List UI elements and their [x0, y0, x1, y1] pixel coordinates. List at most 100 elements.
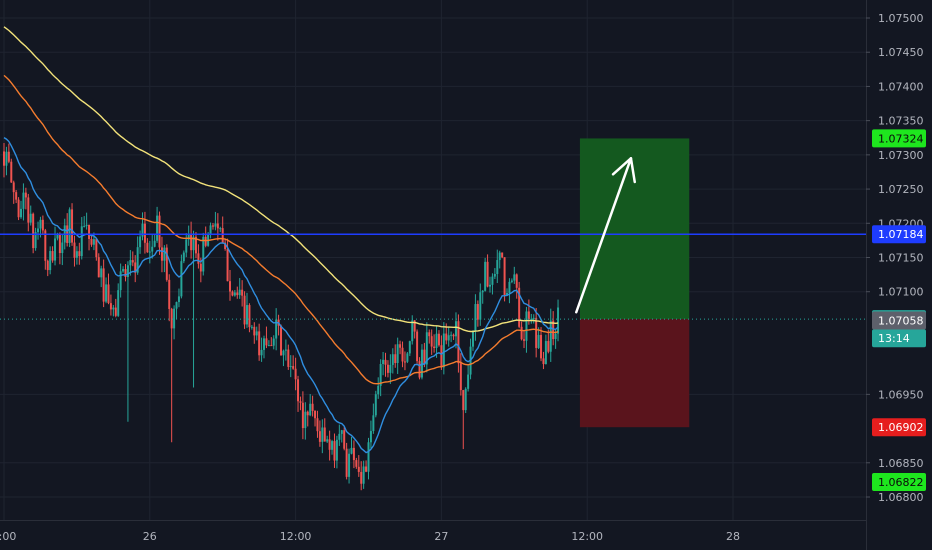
- price-tag-bg: [872, 472, 926, 491]
- candle-body: [476, 304, 479, 320]
- candle-body: [331, 441, 334, 450]
- price-tag-label: 1.07058: [878, 314, 924, 327]
- candle-body: [454, 321, 457, 337]
- candle-body: [326, 439, 329, 442]
- candle-body: [425, 332, 428, 365]
- candle-body: [338, 433, 341, 440]
- stop-zone: [579, 319, 690, 428]
- candle-body: [510, 280, 513, 282]
- candle-body: [192, 236, 195, 251]
- candle-body: [75, 251, 78, 258]
- candle-body: [382, 359, 385, 364]
- candle-body: [267, 345, 270, 347]
- candle-body: [216, 223, 219, 229]
- candle-body: [226, 249, 229, 282]
- candle-body: [462, 390, 465, 411]
- candle-body: [433, 346, 436, 348]
- candle-body: [318, 431, 321, 442]
- candle-body: [365, 466, 368, 472]
- candle-body: [126, 265, 129, 278]
- candle-body: [10, 161, 13, 183]
- x-tick-label: 28: [726, 530, 740, 543]
- candle-body: [450, 334, 453, 336]
- candle-body: [175, 302, 178, 309]
- candle-body: [343, 430, 346, 449]
- candle-body: [544, 341, 547, 365]
- candle-body: [139, 236, 142, 248]
- candle-body: [117, 290, 120, 316]
- price-tag-bg: [872, 225, 926, 244]
- candle-body: [348, 453, 351, 477]
- candle-body: [374, 394, 377, 416]
- candle-body: [457, 321, 460, 364]
- candle-body: [316, 418, 319, 432]
- candle-body: [153, 240, 156, 247]
- candle-body: [379, 363, 382, 386]
- candle-body: [187, 233, 190, 240]
- price-tag-bg: [872, 129, 926, 148]
- candle-body: [197, 253, 200, 264]
- candle-body: [416, 331, 419, 362]
- candle-body: [445, 333, 448, 341]
- candle-body: [231, 291, 234, 296]
- candle-body: [173, 308, 176, 329]
- candle-body: [513, 274, 516, 281]
- candle-body: [408, 341, 411, 354]
- candle-body: [435, 333, 438, 348]
- candle-body: [253, 326, 256, 336]
- x-tick-label: 1:00: [0, 530, 16, 543]
- price-tag-label: 1.07184: [878, 228, 924, 241]
- candle-body: [321, 427, 324, 442]
- candle-body: [527, 311, 530, 320]
- candle-body: [515, 274, 518, 288]
- candle-body: [34, 232, 37, 249]
- candle-body: [459, 363, 462, 391]
- candle-body: [389, 364, 392, 373]
- candle-body: [185, 239, 188, 253]
- candle-body: [442, 333, 445, 368]
- candle-body: [523, 339, 526, 341]
- price-tags: 1.073241.071841.0706013:141.070581.06902…: [872, 129, 926, 491]
- candle-body: [403, 361, 406, 363]
- candle-body: [306, 411, 309, 416]
- candle-body: [68, 209, 71, 243]
- candle-body: [54, 238, 57, 261]
- y-tick-label: 1.06800: [878, 491, 924, 504]
- y-tick-label: 1.06950: [878, 388, 924, 401]
- candle-body: [46, 260, 49, 271]
- x-tick-label: 27: [434, 530, 448, 543]
- candle-body: [20, 208, 23, 218]
- candle-body: [467, 374, 470, 389]
- candle-body: [199, 263, 202, 272]
- candle-body: [182, 252, 185, 262]
- candle-body: [413, 320, 416, 332]
- x-tick-label: 12:00: [571, 530, 603, 543]
- candle-body: [131, 260, 134, 263]
- candle-body: [272, 338, 275, 346]
- price-tag-bg: [872, 418, 926, 437]
- candle-body: [447, 335, 450, 341]
- y-tick-label: 1.07300: [878, 149, 924, 162]
- candle-body: [61, 242, 64, 254]
- candle-body: [367, 442, 370, 472]
- candle-body: [493, 273, 496, 277]
- candle-body: [37, 228, 40, 233]
- price-tag-bg: [872, 311, 926, 330]
- candle-body: [479, 292, 482, 320]
- candle-body: [423, 349, 426, 365]
- candle-body: [202, 236, 205, 272]
- candle-body: [355, 460, 358, 467]
- candle-body: [156, 215, 159, 241]
- candle-body: [71, 209, 74, 243]
- candle-body: [518, 287, 521, 327]
- candle-body: [464, 388, 467, 411]
- candle-body: [294, 368, 297, 380]
- candle-body: [372, 415, 375, 432]
- candle-body: [532, 317, 535, 319]
- price-tag-label: 1.07324: [878, 132, 924, 145]
- y-tick-label: 1.07500: [878, 12, 924, 25]
- candle-body: [280, 325, 283, 356]
- candle-body: [340, 430, 343, 434]
